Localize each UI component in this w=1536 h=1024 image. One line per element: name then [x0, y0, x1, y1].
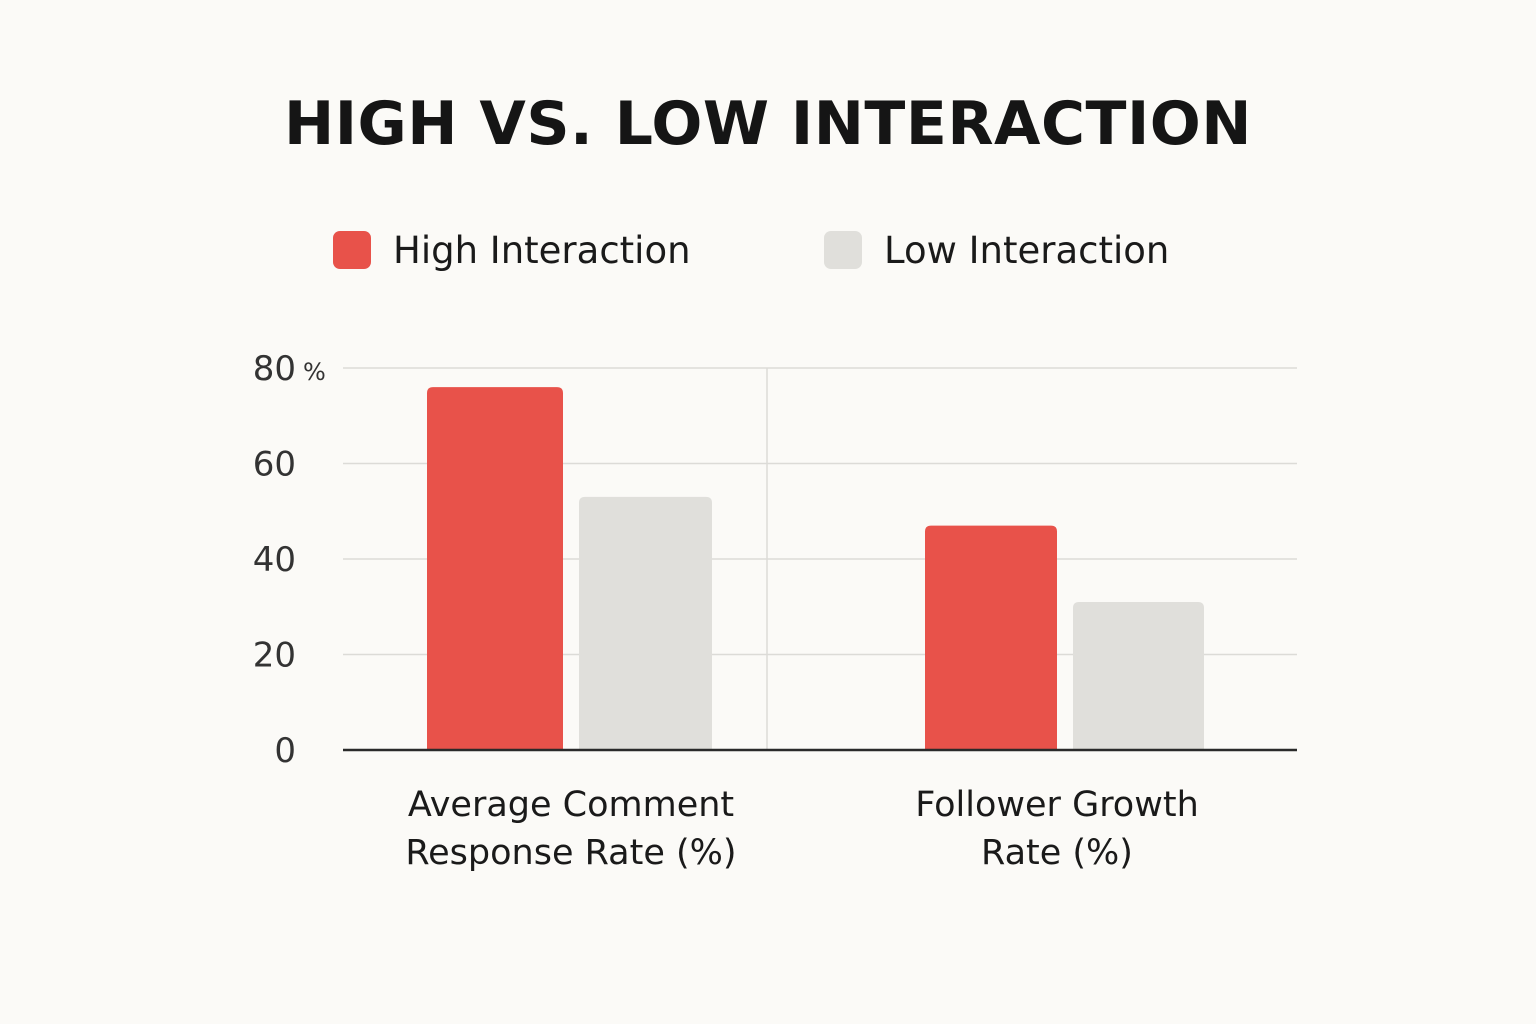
x-category-label: Average Comment Response Rate (%): [405, 785, 736, 873]
bar-low-0: [579, 496, 712, 750]
bar-high-1: [925, 525, 1057, 750]
chart-title: HIGH VS. LOW INTERACTION: [284, 89, 1252, 159]
y-tick-label: 20: [253, 636, 296, 676]
x-category-label: Follower Growth Rate (%): [915, 785, 1199, 873]
legend-label-high: High Interaction: [393, 228, 691, 272]
y-tick-label: 0: [274, 731, 296, 771]
legend-swatch-high: [333, 231, 371, 269]
y-tick-unit: %: [303, 358, 326, 386]
bar-low-1: [1073, 601, 1204, 750]
bar-high-0: [427, 387, 563, 750]
legend-swatch-low: [824, 231, 862, 269]
legend-label-low: Low Interaction: [884, 228, 1170, 272]
legend-item-high: High Interaction: [333, 228, 691, 272]
y-tick-label: 40: [253, 540, 296, 580]
y-tick-label: 80: [253, 349, 296, 389]
y-tick-label: 60: [253, 445, 296, 485]
legend-item-low: Low Interaction: [824, 228, 1169, 272]
